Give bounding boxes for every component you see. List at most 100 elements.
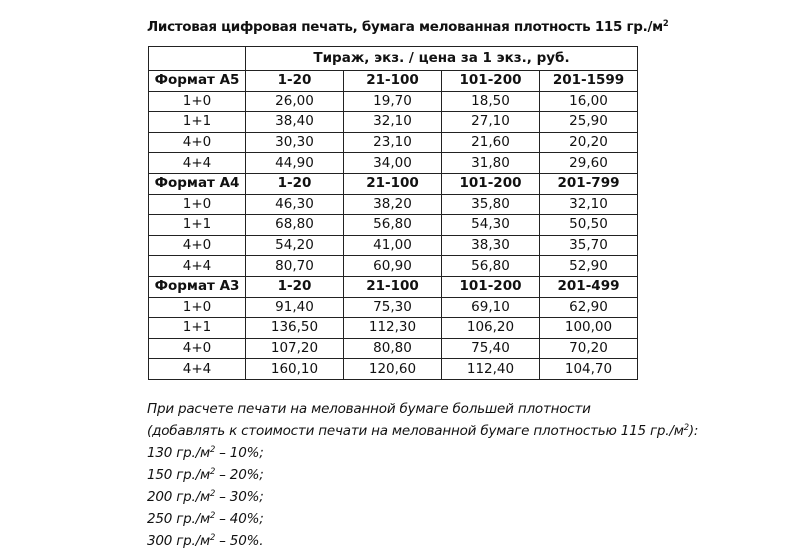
note-post: ): [688, 423, 699, 439]
note-sup: 2 [209, 487, 216, 498]
document-title: Листовая цифровая печать, бумага мелован… [147, 17, 669, 35]
price-cell: 35,70 [539, 234, 638, 257]
table-row: 1+1 68,80 56,80 54,30 50,50 [148, 214, 638, 236]
table-row: 1+0 26,00 19,70 18,50 16,00 [148, 90, 638, 113]
price-cell: 68,80 [245, 214, 344, 236]
title-superscript: 2 [662, 17, 669, 28]
price-cell: 107,20 [245, 337, 344, 360]
color-mode-label: 4+0 [148, 131, 246, 154]
color-mode-label: 1+0 [148, 296, 246, 319]
price-cell: 106,20 [441, 317, 540, 339]
price-cell: 34,00 [343, 152, 442, 174]
table-row: 4+0 107,20 80,80 75,40 70,20 [148, 337, 638, 360]
table-row: 4+4 44,90 34,00 31,80 29,60 [148, 152, 638, 174]
quantity-range: 101-200 [441, 172, 540, 195]
header-cell: Тираж, экз. / цена за 1 экз., руб. [245, 46, 638, 71]
price-cell: 19,70 [343, 90, 442, 113]
price-cell: 31,80 [441, 152, 540, 174]
color-mode-label: 4+4 [148, 255, 246, 277]
price-cell: 26,00 [245, 90, 344, 113]
quantity-range: 1-20 [245, 275, 344, 298]
price-cell: 120,60 [343, 358, 442, 380]
format-header-row: Формат А5 1-20 21-100 101-200 201-1599 [148, 70, 638, 92]
price-cell: 35,80 [441, 193, 540, 216]
table-row: 4+4 80,70 60,90 56,80 52,90 [148, 255, 638, 277]
price-cell: 136,50 [245, 317, 344, 339]
note-pre: 200 гр./м [147, 489, 210, 505]
format-header-row: Формат А3 1-20 21-100 101-200 201-499 [148, 275, 638, 298]
price-cell: 32,10 [539, 193, 638, 216]
price-cell: 91,40 [245, 296, 344, 319]
price-cell: 38,30 [441, 234, 540, 257]
note-pre: 300 гр./м [147, 533, 210, 549]
note-line: 150 гр./м2 – 20%; [147, 464, 698, 486]
quantity-range: 201-799 [539, 172, 638, 195]
quantity-range: 21-100 [343, 172, 442, 195]
price-cell: 112,40 [441, 358, 540, 380]
price-cell: 46,30 [245, 193, 344, 216]
price-cell: 100,00 [539, 317, 638, 339]
price-cell: 69,10 [441, 296, 540, 319]
color-mode-label: 4+0 [148, 234, 246, 257]
note-pre: При расчете печати на мелованной бумаге … [147, 401, 591, 417]
price-cell: 104,70 [539, 358, 638, 380]
quantity-range: 201-1599 [539, 70, 638, 92]
quantity-range: 21-100 [343, 275, 442, 298]
note-line: 130 гр./м2 – 10%; [147, 442, 698, 464]
color-mode-label: 4+4 [148, 358, 246, 380]
price-cell: 60,90 [343, 255, 442, 277]
note-sup: 2 [209, 531, 216, 542]
price-cell: 52,90 [539, 255, 638, 277]
price-cell: 29,60 [539, 152, 638, 174]
table-row: 4+0 30,30 23,10 21,60 20,20 [148, 131, 638, 154]
price-cell: 80,70 [245, 255, 344, 277]
quantity-range: 21-100 [343, 70, 442, 92]
format-label: Формат А3 [148, 275, 246, 298]
price-cell: 23,10 [343, 131, 442, 154]
title-text: Листовая цифровая печать, бумага мелован… [147, 19, 663, 35]
quantity-range: 201-499 [539, 275, 638, 298]
note-pre: (добавлять к стоимости печати на мелован… [147, 423, 684, 439]
price-cell: 20,20 [539, 131, 638, 154]
color-mode-label: 1+1 [148, 214, 246, 236]
note-line: 300 гр./м2 – 50%. [147, 530, 698, 552]
quantity-range: 1-20 [245, 70, 344, 92]
price-cell: 16,00 [539, 90, 638, 113]
price-cell: 56,80 [441, 255, 540, 277]
quantity-range: 101-200 [441, 275, 540, 298]
note-post: – 50%. [215, 533, 264, 549]
price-table: Тираж, экз. / цена за 1 экз., руб. Форма… [148, 46, 638, 380]
format-label: Формат А5 [148, 70, 246, 92]
note-sup: 2 [209, 509, 216, 520]
note-pre: 150 гр./м [147, 467, 210, 483]
table-row: 4+0 54,20 41,00 38,30 35,70 [148, 234, 638, 257]
price-cell: 80,80 [343, 337, 442, 360]
color-mode-label: 4+0 [148, 337, 246, 360]
table-row: 1+1 136,50 112,30 106,20 100,00 [148, 317, 638, 339]
table-header-row: Тираж, экз. / цена за 1 экз., руб. [148, 46, 638, 71]
price-cell: 56,80 [343, 214, 442, 236]
price-cell: 54,30 [441, 214, 540, 236]
color-mode-label: 1+1 [148, 317, 246, 339]
price-cell: 75,30 [343, 296, 442, 319]
color-mode-label: 1+1 [148, 111, 246, 133]
table-row: 1+0 46,30 38,20 35,80 32,10 [148, 193, 638, 216]
price-cell: 30,30 [245, 131, 344, 154]
price-cell: 44,90 [245, 152, 344, 174]
color-mode-label: 1+0 [148, 90, 246, 113]
price-cell: 112,30 [343, 317, 442, 339]
note-line: (добавлять к стоимости печати на мелован… [147, 420, 698, 442]
price-cell: 27,10 [441, 111, 540, 133]
note-post: – 30%; [215, 489, 264, 505]
color-mode-label: 1+0 [148, 193, 246, 216]
notes: При расчете печати на мелованной бумаге … [147, 398, 698, 552]
note-sup: 2 [209, 443, 216, 454]
price-cell: 41,00 [343, 234, 442, 257]
format-label: Формат А4 [148, 172, 246, 195]
note-line: При расчете печати на мелованной бумаге … [147, 398, 698, 420]
note-sup: 2 [683, 421, 689, 432]
price-cell: 21,60 [441, 131, 540, 154]
price-cell: 38,40 [245, 111, 344, 133]
price-cell: 54,20 [245, 234, 344, 257]
quantity-range: 1-20 [245, 172, 344, 195]
